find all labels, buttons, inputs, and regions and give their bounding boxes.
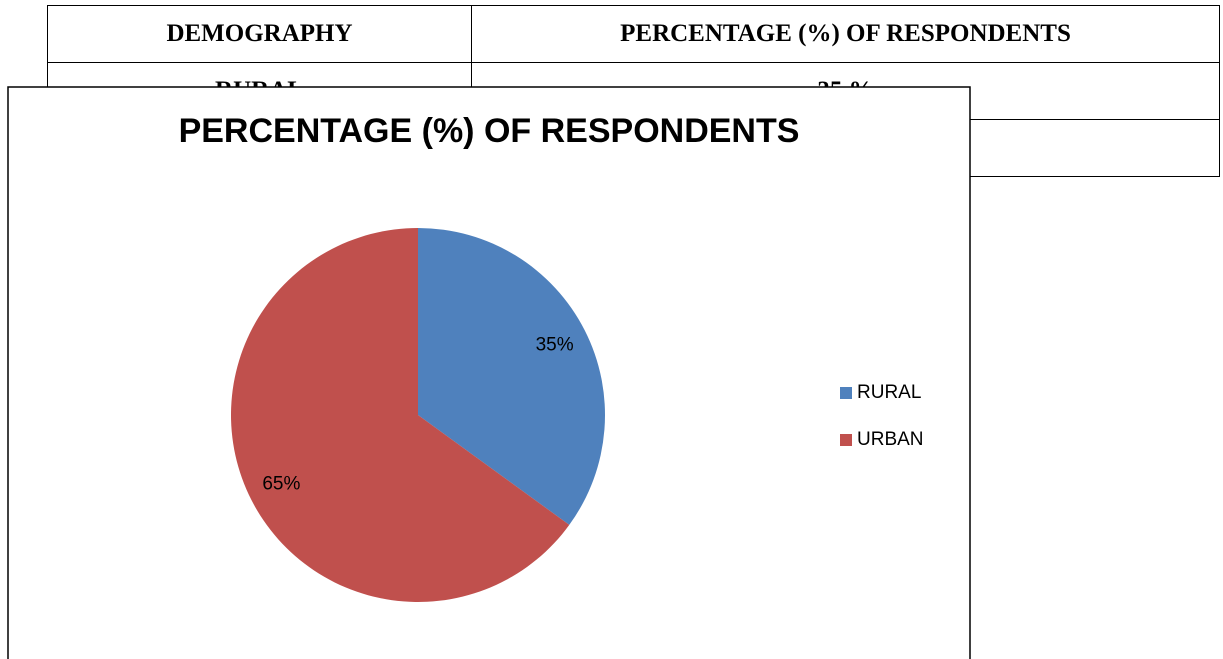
data-label: 35% — [536, 334, 574, 355]
pie-slice — [418, 228, 606, 525]
header-cell: DEMOGRAPHY — [47, 5, 472, 63]
legend-label: URBAN — [857, 429, 924, 450]
pie-slice — [231, 228, 570, 602]
header-row: DEMOGRAPHY PERCENTAGE (%) OF RESPONDENTS — [47, 5, 1220, 63]
legend-swatch — [840, 434, 852, 446]
legend-swatch — [840, 387, 852, 399]
chart-title: PERCENTAGE (%) OF RESPONDENTS — [179, 112, 800, 150]
legend-label: RURAL — [857, 382, 921, 403]
data-label: 65% — [262, 474, 300, 495]
header-cell: PERCENTAGE (%) OF RESPONDENTS — [471, 5, 1220, 63]
